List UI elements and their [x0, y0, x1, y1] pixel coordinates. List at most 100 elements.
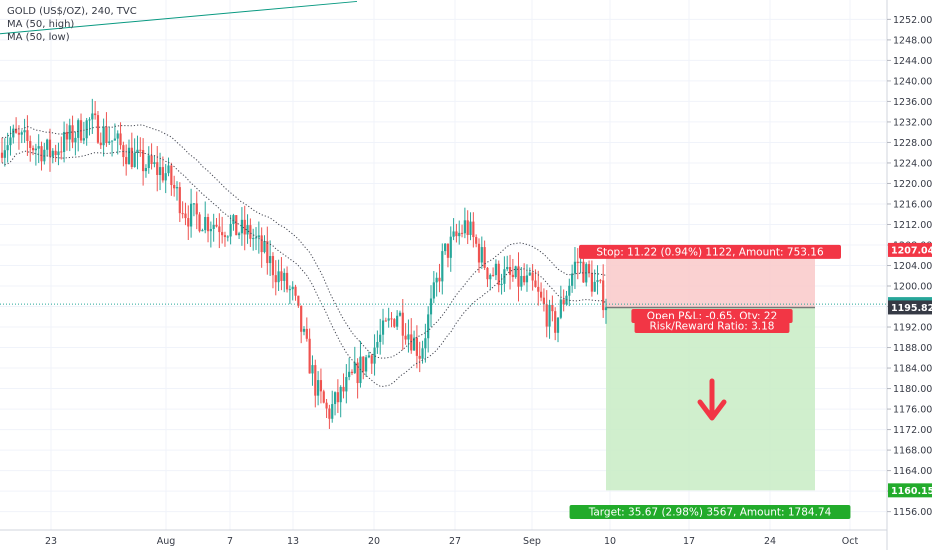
ma-high-line: [1, 124, 607, 359]
candle-body: [404, 335, 407, 340]
candle: [85, 117, 88, 146]
candle: [82, 121, 85, 145]
candle: [362, 356, 365, 380]
candle: [438, 263, 441, 293]
candle-body: [26, 130, 29, 142]
candle-body: [195, 203, 198, 215]
candle-body: [415, 337, 418, 356]
candle-body: [51, 150, 54, 157]
candle-body: [54, 150, 57, 156]
candle: [551, 295, 554, 322]
candle-body: [534, 280, 537, 287]
candle-body: [438, 277, 441, 282]
legend-ma-high: MA (50, high): [7, 19, 75, 30]
candle: [302, 326, 306, 336]
candle-body: [514, 266, 517, 278]
candle-body: [506, 266, 509, 270]
candle: [477, 238, 481, 273]
candle: [240, 207, 244, 246]
candle: [384, 317, 387, 322]
candle: [283, 268, 286, 293]
candle: [379, 318, 382, 355]
candle-body: [164, 173, 167, 181]
candle: [376, 330, 379, 354]
candle: [539, 282, 543, 302]
candle: [204, 201, 207, 234]
candle: [325, 398, 328, 419]
candle-body: [308, 338, 311, 374]
candle-body: [559, 299, 562, 318]
candle: [130, 132, 133, 170]
candle: [94, 100, 97, 120]
candle-body: [381, 320, 385, 335]
candle: [198, 212, 201, 233]
candle: [206, 213, 210, 243]
candle: [65, 123, 69, 151]
candle: [184, 202, 187, 226]
candle-body: [604, 307, 608, 311]
candle-body: [582, 261, 585, 283]
candle-body: [319, 380, 323, 392]
price-tick-label: 1192.00: [893, 323, 932, 334]
candle: [480, 236, 483, 269]
candle-body: [412, 337, 416, 351]
candle-body: [339, 386, 342, 403]
price-tick-label: 1252.00: [893, 15, 932, 26]
candle: [387, 307, 390, 328]
candle: [401, 298, 404, 350]
stop-zone: [606, 249, 815, 308]
stop-label-text: Stop: 11.22 (0.94%) 1122, Amount: 753.16: [596, 246, 824, 258]
candle-body: [492, 274, 495, 276]
candle-body: [542, 297, 546, 305]
candle-body: [15, 128, 18, 133]
candle: [475, 234, 478, 248]
candle-body: [127, 147, 131, 165]
candle: [6, 132, 9, 163]
candle: [322, 389, 325, 404]
candle-body: [37, 146, 40, 149]
candle-body: [333, 392, 337, 405]
price-tick-label: 1172.00: [893, 425, 932, 436]
candle-body: [539, 291, 543, 298]
candle-body: [379, 334, 382, 342]
candle-body: [17, 132, 21, 135]
candle-body: [511, 274, 514, 278]
candle-body: [184, 213, 187, 219]
candle-body: [237, 233, 241, 236]
candle: [585, 262, 588, 287]
candle: [367, 351, 371, 359]
candle: [429, 285, 433, 327]
candle-body: [206, 216, 210, 232]
candle-body: [449, 236, 452, 258]
candle: [497, 260, 500, 293]
candle-body: [130, 147, 133, 168]
time-tick-label: Aug: [157, 536, 176, 547]
candle-body: [472, 221, 475, 238]
candle-body: [108, 141, 111, 144]
candle-body: [125, 157, 128, 165]
candle-body: [173, 184, 176, 189]
candle-body: [167, 165, 170, 174]
candle-body: [537, 286, 540, 292]
candle-body: [348, 371, 351, 378]
candle-body: [190, 203, 193, 227]
candle-body: [500, 283, 503, 286]
candle-body: [469, 221, 472, 235]
price-tick-label: 1176.00: [893, 405, 932, 416]
candle-body: [110, 140, 114, 142]
candle: [88, 117, 91, 136]
candle-body: [285, 272, 289, 290]
price-tick-label: 1204.00: [893, 261, 932, 272]
candle: [190, 188, 193, 238]
candle: [331, 390, 334, 423]
candle: [178, 182, 181, 223]
price-tick-label: 1164.00: [893, 466, 932, 477]
candle-body: [99, 142, 102, 146]
candle-body: [489, 274, 492, 280]
price-badge-label: 1207.04: [891, 245, 932, 256]
candle-body: [136, 149, 139, 154]
price-tick-label: 1240.00: [893, 76, 932, 87]
candle-body: [460, 232, 464, 234]
